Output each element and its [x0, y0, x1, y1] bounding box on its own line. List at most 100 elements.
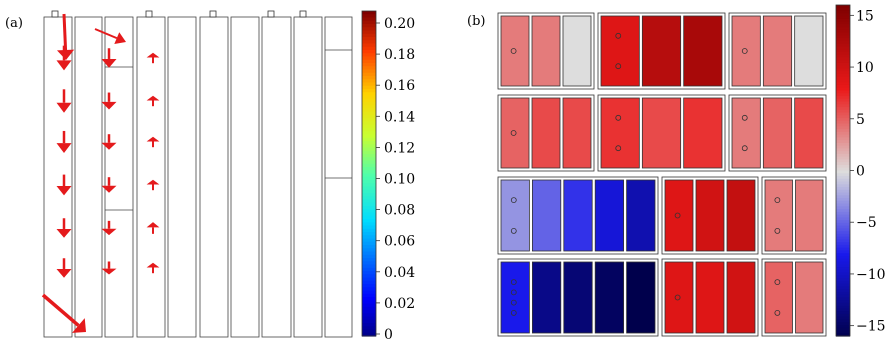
panel-b-colorbar-segment	[836, 159, 850, 163]
panel-b-colorbar-segment	[836, 305, 850, 310]
panel-b-colorbar-segment	[836, 71, 850, 75]
panel-b-colorbar-segment	[836, 35, 850, 39]
panel-b-colorbar-segment	[836, 87, 850, 92]
panel-b-colorbar-segment	[836, 126, 850, 130]
panel-a-column	[230, 16, 260, 338]
panel-b-cell	[641, 15, 682, 87]
panel-a-colorbar-segment	[362, 14, 376, 19]
panel-a-colorbar-segment	[362, 170, 376, 175]
panel-b-cell	[683, 97, 723, 169]
panel-a-cap	[145, 10, 153, 18]
panel-b-colorbar-segment	[836, 324, 850, 329]
panel-b-cell	[726, 261, 756, 334]
panel-b-colorbar-segment	[836, 311, 850, 315]
panel-a-colorbar-segment	[362, 147, 376, 152]
panel-b-cell	[641, 97, 682, 169]
panel-a-colorbar-segment	[362, 40, 376, 45]
panel-b-colorbar-segment	[836, 107, 850, 111]
panel-a-colorbar-segment	[362, 290, 376, 295]
panel-a-colorbar-tick-label: 0	[384, 327, 393, 341]
panel-b-colorbar-segment	[836, 258, 850, 263]
panel-a-colorbar-segment	[362, 264, 376, 269]
panel-b-colorbar-tick-label: −5	[856, 215, 877, 231]
panel-b-marker	[510, 227, 517, 234]
panel-a-colorbar-segment	[362, 157, 376, 162]
panel-a-colorbar-segment	[362, 303, 376, 308]
panel-a-colorbar-segment	[362, 277, 376, 282]
panel-b-colorbar-segment	[836, 153, 850, 158]
panel-b-marker	[615, 32, 622, 39]
panel-a-cap	[299, 10, 307, 18]
panel-a-colorbar-segment	[362, 212, 376, 217]
panel-b-marker	[615, 114, 622, 121]
panel-a-colorbar-segment	[362, 254, 376, 259]
panel-a-colorbar-segment	[362, 69, 376, 74]
panel-a-colorbar-segment	[362, 287, 376, 292]
panel-b-marker	[774, 197, 781, 204]
panel-a-column	[293, 16, 323, 338]
panel-b-marker	[741, 114, 748, 121]
vector-arrow-head	[146, 179, 160, 185]
panel-b-cell	[795, 179, 824, 252]
panel-b-colorbar-segment	[836, 217, 850, 221]
panel-a-column	[104, 16, 134, 338]
panel-b-colorbar-segment	[836, 269, 850, 274]
panel-b-colorbar-segment	[836, 109, 850, 114]
panel-b-colorbar-segment	[836, 327, 850, 332]
panel-a-colorbar-segment	[362, 232, 376, 236]
panel-a-colorbar-segment	[362, 98, 376, 103]
panel-b-marker	[510, 309, 517, 316]
panel-b-colorbar-segment	[836, 65, 850, 70]
panel-a-colorbar-segment	[362, 141, 376, 145]
panel-b-colorbar-segment	[836, 286, 850, 290]
panel-a-colorbar-segment	[362, 30, 376, 35]
panel-b-colorbar-segment	[836, 115, 850, 119]
panel-b-colorbar-segment	[836, 294, 850, 298]
panel-a-colorbar-segment	[362, 183, 376, 188]
panel-b-cell	[731, 15, 761, 87]
panel-b-colorbar-segment	[836, 46, 850, 50]
panel-b-marker	[510, 48, 517, 54]
panel-b-cell	[600, 15, 640, 87]
panel-b-colorbar-segment	[836, 131, 850, 136]
panel-b-colorbar-segment	[836, 98, 850, 103]
panel-b-cell	[794, 97, 824, 169]
panel-b-colorbar-segment	[836, 5, 850, 9]
panel-a-cap	[267, 10, 275, 18]
vector-arrow-head	[146, 136, 160, 142]
panel-a-colorbar-tick-label: 0.12	[384, 140, 415, 156]
panel-a-colorbar-tick-label: 0.08	[384, 203, 415, 219]
panel-b-colorbar-segment	[836, 222, 850, 227]
panel-b-cell	[762, 97, 793, 169]
panel-a-colorbar-segment	[362, 199, 376, 204]
vector-arrow	[41, 293, 80, 327]
panel-a-colorbar-segment	[362, 202, 376, 207]
panel-b-colorbar-segment	[836, 214, 850, 218]
panel-a-colorbar-tick-label: 0.18	[384, 47, 415, 63]
panel-a-colorbar-segment	[362, 66, 376, 71]
panel-a: (a) 0 0.02 0.04 0.06 0.08 0.10 0.12 0.14 0.16 0.1…	[5, 10, 415, 341]
panel-a-colorbar-tick-label: 0.10	[384, 172, 415, 188]
vector-arrow-head	[146, 222, 160, 228]
panel-b-colorbar-segment	[836, 120, 850, 125]
panel-b-colorbar-segment	[836, 275, 850, 279]
panel-a-column	[43, 16, 73, 338]
panel-a-colorbar-segment	[362, 251, 376, 256]
panel-b-colorbar-tick-label: 15	[856, 8, 874, 24]
panel-a-colorbar-segment	[362, 92, 376, 97]
panel-b-colorbar-segment	[836, 189, 850, 194]
panel-b-colorbar-segment	[836, 233, 850, 238]
panel-b-colorbar-segment	[836, 283, 850, 287]
panel-b-marker	[615, 63, 622, 70]
vector-arrow	[94, 28, 118, 40]
panel-a-colorbar-segment	[362, 173, 376, 178]
panel-a-colorbar-segment	[362, 313, 376, 318]
panel-b-colorbar-segment	[836, 319, 850, 323]
panel-b-colorbar-segment	[836, 84, 850, 89]
panel-b-colorbar-segment	[836, 21, 850, 25]
panel-b-colorbar-segment	[836, 242, 850, 246]
panel-a-colorbar-segment	[362, 297, 376, 301]
vector-arrow-head	[56, 268, 72, 278]
panel-a-colorbar-segment	[362, 37, 376, 41]
